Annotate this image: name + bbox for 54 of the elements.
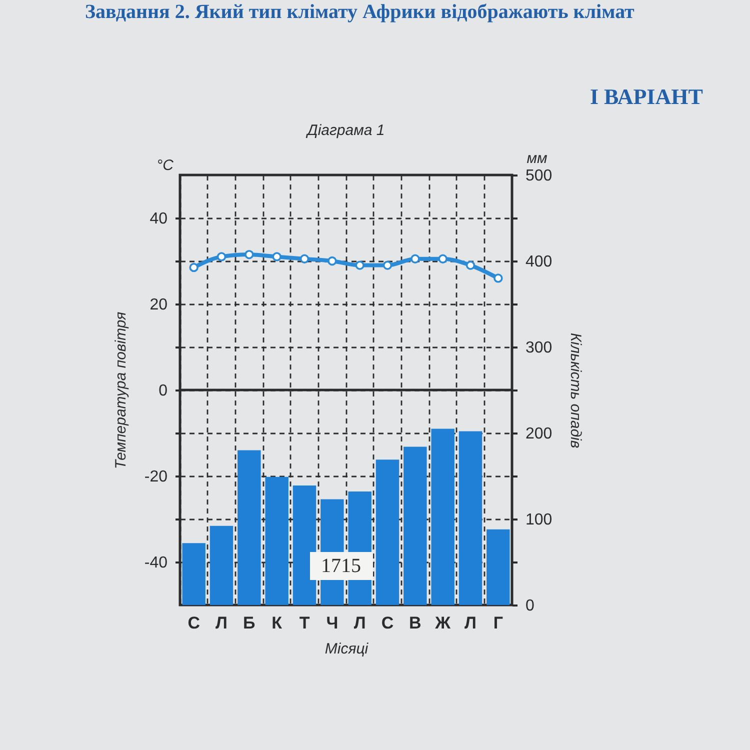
y2-tick-label: 300 xyxy=(526,340,552,356)
x-tick-label: С xyxy=(188,614,200,632)
x-tick-label: Б xyxy=(243,614,256,632)
point xyxy=(244,250,254,260)
point xyxy=(189,262,198,272)
x-tick-label: Г xyxy=(493,614,504,632)
bar xyxy=(265,476,288,605)
point xyxy=(355,260,364,270)
y2-tick-label: 200 xyxy=(526,426,552,442)
y2-tick-label: 100 xyxy=(526,512,552,528)
point xyxy=(382,260,392,270)
x-tick-label: В xyxy=(409,614,422,632)
x-tick-label: С xyxy=(381,614,394,632)
text: І ВАРІАНТ xyxy=(590,84,704,109)
x-tick-label: Л xyxy=(464,614,476,632)
y2-tick-label: 400 xyxy=(526,254,552,270)
point xyxy=(438,254,448,264)
point xyxy=(494,274,503,283)
y-axis-title: Температура повітря xyxy=(112,312,130,470)
y-tick-label: 40 xyxy=(150,210,168,228)
bar xyxy=(238,450,261,605)
point xyxy=(216,252,226,262)
point xyxy=(328,256,337,266)
x-tick-label: Л xyxy=(354,614,366,632)
point xyxy=(466,260,476,270)
point xyxy=(410,254,420,264)
y-tick-label: 20 xyxy=(150,296,168,314)
point xyxy=(272,252,282,262)
y2-tick-label: 500 xyxy=(526,168,552,184)
bar xyxy=(458,431,482,605)
x-tick-label: К xyxy=(272,614,283,632)
chart-title: Діаграма 1 xyxy=(305,122,385,139)
bar xyxy=(292,485,316,605)
x-tick-label: Л xyxy=(216,614,228,632)
x-tick-label: Т xyxy=(299,614,310,632)
y-tick-label: 0 xyxy=(158,382,168,400)
text: Завдання 2. Який тип клімату Африки відображають клімат xyxy=(85,1,635,23)
bar xyxy=(404,446,427,605)
text: °C xyxy=(156,157,174,174)
point xyxy=(300,254,310,264)
bar xyxy=(182,543,206,605)
bar xyxy=(210,526,234,605)
bar xyxy=(486,529,510,605)
annotation: 1715 xyxy=(321,555,361,577)
text: мм xyxy=(526,150,548,167)
y-tick-label: -20 xyxy=(144,468,168,486)
y-tick-label: -40 xyxy=(144,554,168,572)
y2-tick-label: 0 xyxy=(526,598,534,614)
bar xyxy=(431,428,454,605)
y2-axis-title: Кількість опадів xyxy=(567,332,584,448)
x-axis-title: Місяці xyxy=(324,640,369,658)
x-tick-label: Ч xyxy=(326,614,338,632)
bar xyxy=(376,460,400,605)
x-tick-label: Ж xyxy=(434,614,452,632)
